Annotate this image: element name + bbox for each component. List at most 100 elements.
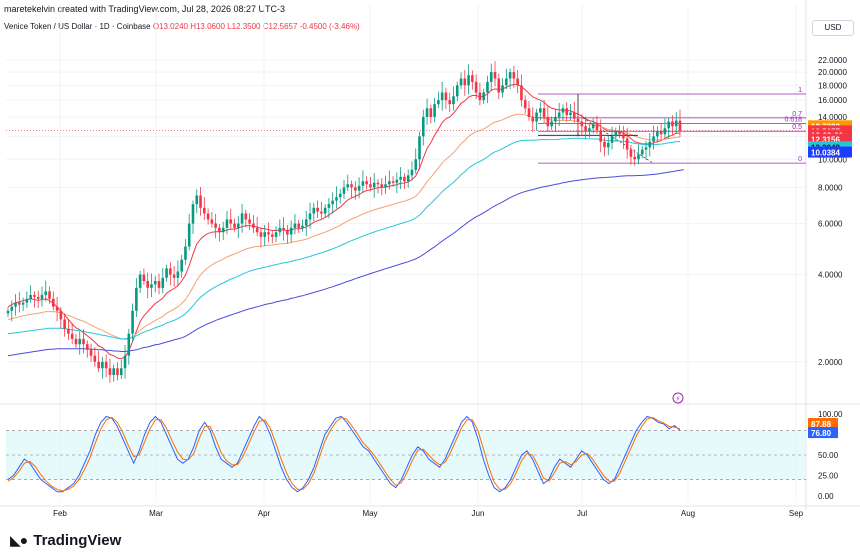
candle-body [572, 112, 576, 119]
stoch-band [6, 430, 806, 480]
ohlc-change: -0.4500 (-3.46%) [299, 22, 360, 31]
symbol-legend: Venice Token / US Dollar · 1D · Coinbase… [4, 22, 360, 31]
stoch-y-tick-label: 100.00 [818, 410, 843, 419]
candle-body [165, 268, 168, 278]
candle-body [455, 85, 459, 97]
stoch-y-tick-label: 0.00 [818, 492, 834, 501]
candle-body [74, 338, 78, 345]
candle-body [440, 92, 444, 101]
candle-body [614, 131, 618, 137]
stoch-value-label: 87.88 [811, 420, 832, 429]
candle-body [323, 207, 327, 214]
candle-body [203, 207, 206, 214]
candle-body [252, 223, 255, 228]
candle-body [210, 219, 214, 224]
candle-body [365, 181, 368, 185]
candle-body [286, 230, 289, 235]
candle-body [89, 349, 93, 356]
candle-body [633, 156, 636, 160]
candle-body [93, 355, 97, 362]
fib-level-label: 0.618 [784, 116, 802, 123]
candle-body [474, 81, 478, 93]
candle-body [384, 184, 387, 188]
candle-body [554, 116, 557, 122]
candle-body [584, 126, 587, 132]
stoch-value-tag [808, 418, 838, 430]
candle-body [85, 344, 89, 350]
candle-body [595, 124, 599, 131]
candle-body [293, 223, 297, 228]
x-tick-label: Apr [258, 509, 271, 518]
candle-body [21, 302, 25, 305]
candle-body [678, 120, 682, 131]
candle-body [55, 306, 59, 311]
candle-body [131, 310, 134, 334]
price-tag [808, 141, 852, 153]
candle-body [180, 259, 183, 272]
y-tick-label: 4.0000 [818, 271, 843, 280]
candle-body [278, 227, 282, 233]
candle-body [516, 78, 519, 86]
candle-body [520, 85, 523, 101]
ohlc-low: L12.3500 [227, 22, 261, 31]
candle-body [67, 328, 70, 334]
candle-body [674, 120, 678, 127]
candle-body [127, 333, 131, 356]
price-tags: 12.730312.565718:32:3012.315612.204810.0… [808, 120, 852, 439]
candle-body [172, 274, 176, 278]
x-tick-label: Jun [472, 509, 485, 518]
candle-body [350, 184, 353, 188]
candle-body [270, 234, 274, 237]
brand-logo: ◣● TradingView [10, 532, 121, 549]
candle-body [588, 128, 591, 132]
candle-body [501, 85, 504, 93]
candle-body [187, 223, 191, 247]
candle-body [663, 128, 667, 135]
candle-body [112, 368, 116, 376]
price-tag-label: 12.2048 [811, 143, 840, 152]
candle-body [671, 121, 674, 127]
candles [6, 61, 682, 383]
candle-body [418, 136, 421, 160]
x-tick-label: May [362, 509, 377, 518]
ohlc-close: C12.5657 [262, 22, 298, 31]
ema-line-2 [7, 137, 681, 340]
ohlc-open: O13.0240 [152, 22, 188, 31]
candle-body [410, 169, 414, 176]
candle-body [116, 368, 119, 376]
candle-body [369, 184, 372, 188]
candle-body [342, 187, 346, 194]
currency-button[interactable]: USD [812, 20, 854, 36]
candle-body [603, 141, 606, 148]
y-tick-label: 8.0000 [818, 183, 843, 192]
candle-body [304, 219, 308, 226]
candle-body [421, 116, 425, 137]
price-tag [808, 120, 852, 132]
brand-name: TradingView [33, 532, 122, 549]
candle-body [70, 333, 74, 339]
candle-body [259, 232, 263, 237]
candle-body [395, 179, 399, 183]
candle-body [403, 176, 406, 182]
x-tick-label: Jul [577, 509, 587, 518]
price-tag-label: 18:32:30 [811, 131, 844, 140]
candle-body [478, 92, 482, 101]
candle-body [531, 116, 535, 122]
candle-body [482, 92, 485, 101]
candle-body [101, 361, 104, 369]
candle-body [297, 223, 300, 228]
candle-body [629, 149, 633, 157]
candle-body [119, 368, 123, 376]
candle-body [123, 355, 127, 369]
candle-body [263, 232, 267, 237]
candle-body [308, 213, 312, 220]
candle-body [248, 219, 251, 224]
candle-body [229, 219, 233, 224]
candle-body [157, 281, 161, 288]
stoch-line-1 [7, 416, 681, 492]
candle-body [486, 81, 489, 93]
price-tag [808, 133, 852, 145]
candle-body [150, 284, 153, 288]
